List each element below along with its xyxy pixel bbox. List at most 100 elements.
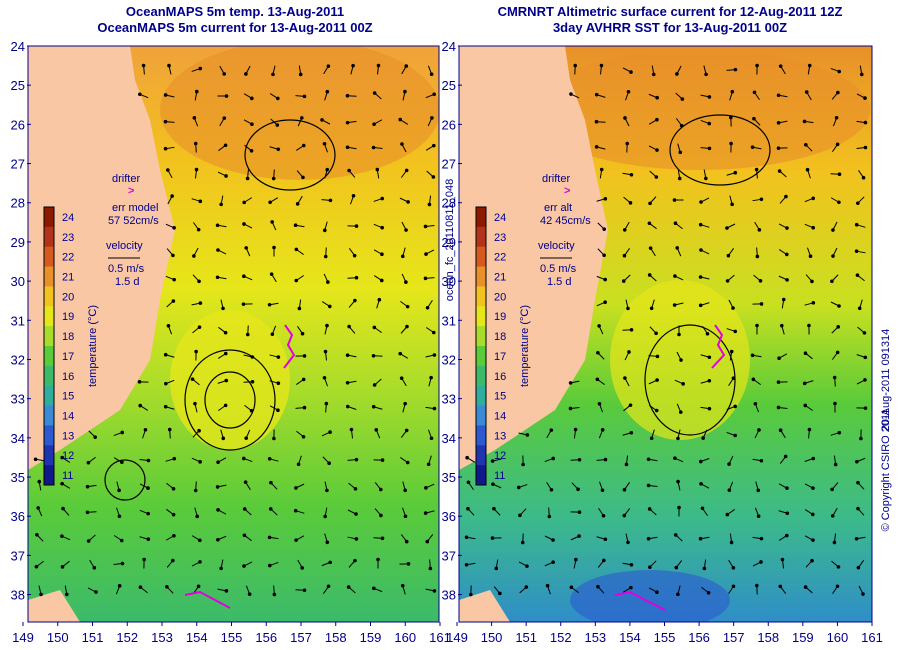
current-vector-head xyxy=(294,247,299,252)
current-vector-head xyxy=(577,510,582,514)
colorbar-tick-label: 16 xyxy=(62,371,74,383)
current-vector-head xyxy=(293,223,298,228)
current-vector-head xyxy=(785,226,789,230)
current-vector-head xyxy=(347,168,351,173)
current-vector-head xyxy=(785,486,789,490)
current-vector-head xyxy=(835,142,840,147)
colorbar-swatch xyxy=(44,306,54,327)
current-vector-head xyxy=(678,150,683,155)
current-vector-head xyxy=(380,536,385,541)
current-vector-head xyxy=(375,167,380,172)
current-vector-head xyxy=(707,355,712,360)
current-vector-head xyxy=(250,122,254,127)
current-vector-head xyxy=(725,226,729,230)
y-tick-label: 26 xyxy=(11,117,25,132)
current-vector-head xyxy=(727,462,731,466)
current-vector-head xyxy=(425,539,430,544)
current-vector-head xyxy=(833,401,837,406)
current-vector-head xyxy=(163,119,168,124)
left-map xyxy=(27,45,440,623)
colorbar-tick-label: 21 xyxy=(494,272,506,284)
right-err-label: err alt xyxy=(544,202,572,214)
left-warm-eddy xyxy=(170,310,290,450)
current-vector-head xyxy=(197,279,201,284)
current-vector-head xyxy=(250,96,254,101)
current-vector-head xyxy=(222,72,227,76)
current-vector-head xyxy=(490,459,495,463)
current-vector-head xyxy=(627,350,631,354)
current-vector-head xyxy=(323,514,327,519)
current-vector-head xyxy=(776,121,781,125)
current-vector-head xyxy=(856,565,861,570)
y-tick-label: 29 xyxy=(11,235,25,250)
left-err-value: 57 52cm/s xyxy=(108,215,159,227)
current-vector-head xyxy=(704,176,708,181)
current-vector-head xyxy=(294,486,298,490)
current-vector-head xyxy=(655,95,659,100)
colorbar-swatch xyxy=(476,326,486,347)
current-vector-head xyxy=(464,535,469,540)
current-vector-head xyxy=(400,142,404,146)
current-vector-head xyxy=(835,350,840,355)
current-vector-head xyxy=(354,512,358,516)
left-velocity-time: 1.5 d xyxy=(115,276,139,288)
current-vector-head xyxy=(354,275,359,280)
left-title: OceanMAPS 5m temp. 13-Aug-2011 OceanMAPS … xyxy=(70,4,400,36)
current-vector-head xyxy=(494,566,499,571)
right-velocity-time: 1.5 d xyxy=(547,276,571,288)
current-vector-head xyxy=(325,488,329,493)
current-vector-head xyxy=(276,381,281,385)
x-tick-label: 151 xyxy=(82,630,104,645)
current-vector-head xyxy=(777,169,782,173)
current-vector-head xyxy=(832,540,837,545)
current-vector-head xyxy=(802,381,807,386)
current-vector-head xyxy=(216,537,220,542)
right-colorbar: 24 23 22 21 20 19 18 17 16 15 14 13 12 11 temperature … xyxy=(475,206,531,486)
current-vector-head xyxy=(398,117,403,122)
y-tick-label: 35 xyxy=(11,470,25,485)
current-vector-head xyxy=(405,304,410,309)
colorbar-tick-label: 13 xyxy=(62,430,74,442)
current-vector-head xyxy=(863,96,867,100)
current-vector-head xyxy=(863,355,868,360)
current-vector-head xyxy=(700,506,705,511)
current-vector-head xyxy=(785,511,790,516)
current-vector-head xyxy=(33,457,38,462)
current-vector-head xyxy=(300,116,304,120)
current-vector-head xyxy=(431,330,436,335)
current-vector-head xyxy=(702,566,707,571)
current-vector-head xyxy=(603,300,607,305)
current-vector-head xyxy=(466,480,471,485)
colorbar-frame xyxy=(475,206,487,486)
current-vector-head xyxy=(301,143,306,148)
current-vector-head xyxy=(354,457,359,462)
current-vector-head xyxy=(755,323,759,328)
x-tick-label: 150 xyxy=(481,630,503,645)
colorbar-swatch xyxy=(44,246,54,268)
y-tick-label: 37 xyxy=(442,548,456,563)
current-vector-head xyxy=(60,455,64,460)
x-tick-label: 161 xyxy=(429,630,451,645)
current-vector-head xyxy=(322,228,327,233)
current-vector-head xyxy=(427,202,432,207)
current-vector-head xyxy=(673,533,678,537)
current-vector-head xyxy=(573,427,578,432)
current-vector-head xyxy=(302,94,307,99)
current-vector-head xyxy=(568,381,573,385)
colorbar-swatch xyxy=(44,286,54,307)
current-vector-head xyxy=(327,461,331,466)
current-vector-head xyxy=(380,196,385,201)
right-cold-region xyxy=(570,570,730,622)
x-tick-label: 156 xyxy=(688,630,710,645)
current-vector-head xyxy=(727,488,732,492)
current-vector-head xyxy=(325,167,330,172)
y-tick-label: 36 xyxy=(442,509,456,524)
current-vector-head xyxy=(601,558,606,563)
current-vector-head xyxy=(754,167,759,172)
current-vector-head xyxy=(629,70,633,74)
current-vector-head xyxy=(379,278,384,283)
colorbar-tick-label: 15 xyxy=(494,391,506,403)
current-vector-head xyxy=(729,349,734,354)
colorbar-swatch xyxy=(476,346,486,367)
current-vector-head xyxy=(675,246,680,250)
